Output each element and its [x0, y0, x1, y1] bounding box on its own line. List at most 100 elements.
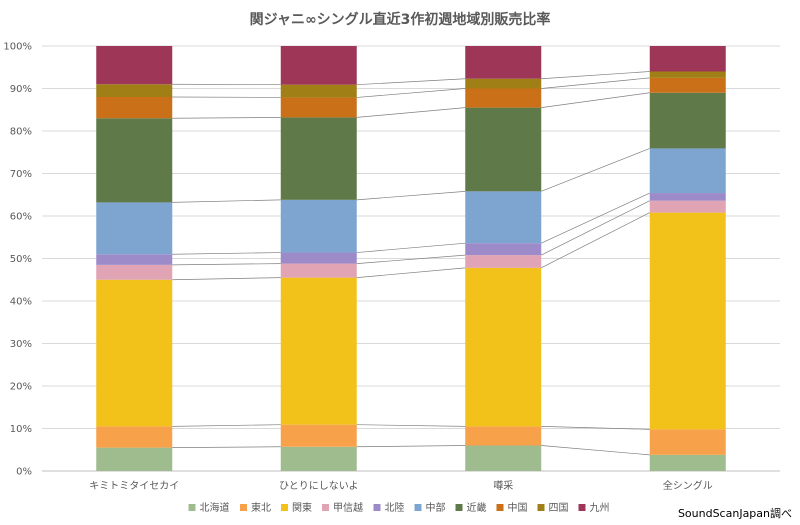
bar-segment-四国	[465, 78, 542, 89]
legend-item: 九州	[578, 502, 610, 514]
connector-line	[356, 445, 466, 448]
connector-line	[172, 263, 281, 266]
y-tick-label: 40%	[10, 297, 32, 308]
y-tick-label: 10%	[10, 424, 32, 435]
bar-segment-九州	[649, 46, 726, 72]
bar-segment-甲信越	[465, 255, 542, 268]
y-tick-label: 30%	[10, 339, 32, 350]
bar-stack-3	[649, 46, 726, 471]
y-tick-label: 20%	[10, 382, 32, 393]
bar-segment-四国	[649, 71, 726, 78]
y-tick-label: 100%	[3, 42, 32, 53]
legend-swatch	[578, 504, 586, 511]
connector-line	[541, 212, 650, 269]
connector-line	[172, 277, 281, 281]
legend-item: 北海道	[188, 501, 230, 514]
bar-segment-北陸	[465, 243, 542, 256]
legend-item: 北陸	[373, 501, 405, 514]
bar-segment-北陸	[96, 254, 173, 265]
y-tick-label: 60%	[10, 212, 32, 223]
bar-segment-中国	[649, 77, 726, 93]
legend-item: 甲信越	[322, 501, 363, 514]
y-tick-label: 0%	[16, 467, 32, 478]
x-category-label: ひとりにしないよ	[279, 480, 359, 492]
bar-segment-関東	[649, 212, 726, 430]
connector-line	[172, 199, 281, 203]
bar-segment-北海道	[649, 454, 726, 471]
connector-line	[541, 445, 650, 456]
x-axis-categories: キミトミタイセカイ ひとりにしないよ 噂采 全シングル	[89, 479, 713, 492]
bar-segment-北陸	[649, 193, 726, 201]
connector-line	[356, 254, 466, 264]
legend-swatch	[188, 504, 196, 511]
bar-stack-0	[96, 46, 173, 471]
connector-lines	[172, 71, 650, 456]
bar-segment-中国	[465, 88, 542, 108]
bar-segment-関東	[96, 279, 173, 427]
bar-segment-近畿	[649, 92, 726, 149]
bar-segment-近畿	[465, 107, 542, 192]
bar-segment-甲信越	[96, 264, 173, 280]
y-tick-label: 80%	[10, 127, 32, 138]
y-tick-label: 90%	[10, 84, 32, 95]
legend-swatch	[322, 504, 329, 511]
bar-segment-九州	[465, 46, 542, 79]
connector-line	[356, 88, 466, 98]
bar-segment-中部	[649, 148, 726, 194]
bar-stack-1	[280, 46, 357, 471]
connector-line	[172, 117, 281, 119]
legend-label: 東北	[251, 501, 271, 514]
legend-item: 四国	[537, 502, 569, 514]
x-category-label: 全シングル	[663, 479, 713, 492]
bar-segment-九州	[96, 46, 173, 85]
legend-item: 東北	[240, 501, 271, 514]
connector-line	[356, 424, 466, 427]
y-axis-ticks: 0% 10% 20% 30% 40% 50% 60% 70% 80% 90% 100%	[3, 42, 32, 478]
y-tick-label: 50%	[10, 254, 32, 265]
chart-title: 関ジャニ∞シングル直近3作初週地域別販売比率	[250, 11, 551, 28]
legend-label: 中部	[426, 501, 446, 514]
legend: 北海道 東北 関東 甲信越 北陸 中部 近畿 中国 四国 九州	[188, 501, 610, 514]
legend-label: 北海道	[200, 501, 230, 514]
bar-segment-関東	[465, 267, 542, 427]
legend-swatch	[537, 504, 545, 511]
connector-line	[541, 200, 650, 256]
legend-label: 九州	[590, 502, 610, 514]
connector-line	[541, 148, 650, 192]
legend-swatch	[281, 504, 288, 511]
connector-line	[356, 107, 466, 118]
bar-segment-東北	[649, 429, 726, 455]
bar-segment-九州	[280, 46, 357, 85]
connector-line	[541, 426, 650, 430]
bar-segment-四国	[96, 84, 173, 97]
bar-segment-東北	[465, 426, 542, 446]
legend-label: 四国	[549, 502, 569, 514]
bar-segment-近畿	[96, 118, 173, 203]
bar-segment-中部	[280, 199, 357, 253]
bar-segment-中部	[96, 202, 173, 255]
legend-swatch	[373, 504, 381, 511]
bar-segment-東北	[96, 426, 173, 448]
connector-line	[172, 252, 281, 255]
legend-swatch	[455, 504, 463, 511]
legend-item: 中部	[414, 501, 446, 514]
connector-line	[541, 192, 650, 244]
bar-segment-四国	[280, 84, 357, 98]
y-tick-label: 70%	[10, 169, 32, 180]
legend-label: 甲信越	[333, 501, 363, 514]
bar-segment-北陸	[280, 252, 357, 264]
connector-line	[356, 242, 466, 253]
connector-line	[356, 267, 466, 278]
legend-label: 近畿	[467, 501, 487, 514]
bar-segment-中国	[280, 97, 357, 118]
legend-item: 関東	[281, 501, 312, 514]
connector-line	[541, 71, 650, 80]
connector-line	[172, 424, 281, 427]
bar-stack-2	[465, 46, 542, 471]
bars	[96, 46, 726, 471]
connector-line	[541, 92, 650, 108]
legend-item: 中国	[496, 501, 528, 514]
connector-line	[356, 191, 466, 201]
bar-segment-甲信越	[280, 263, 357, 278]
